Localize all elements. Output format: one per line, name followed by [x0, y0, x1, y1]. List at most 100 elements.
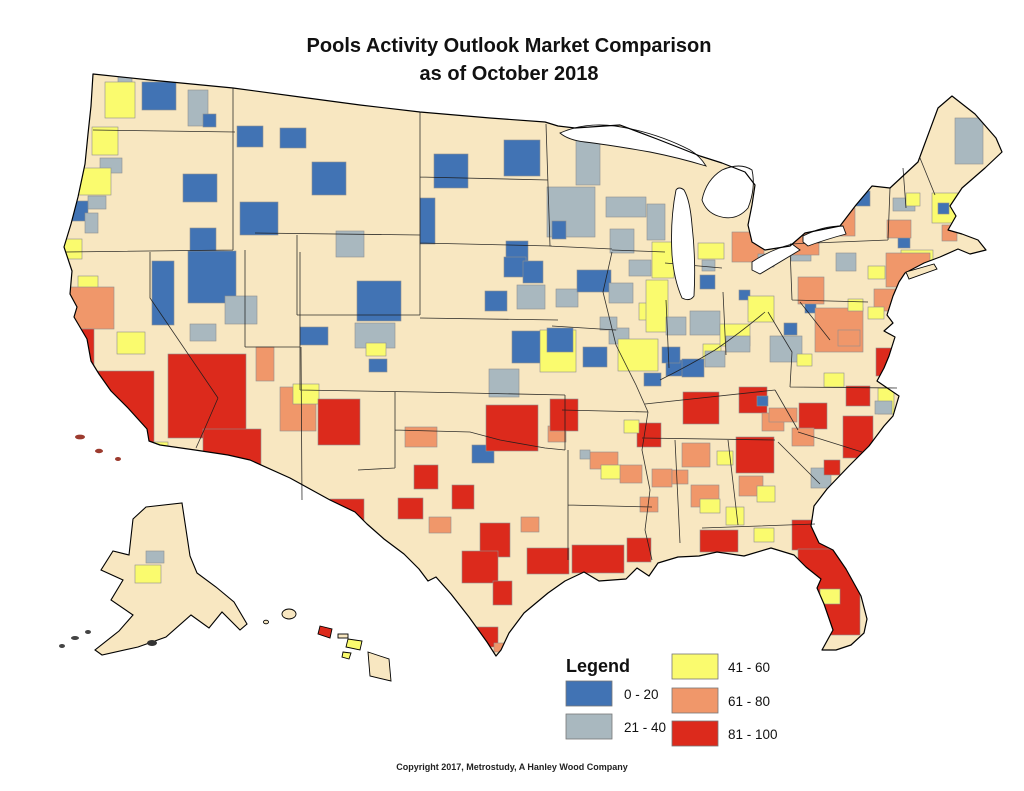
hawaii-island-niihau	[263, 619, 269, 625]
us-mainland-landmass	[64, 74, 1002, 656]
market-region	[768, 407, 798, 423]
market-region	[116, 331, 146, 355]
hawaii-island-molokai	[337, 633, 349, 639]
market-region	[681, 358, 705, 378]
market-region	[628, 259, 652, 277]
lake-superior	[559, 124, 707, 167]
market-region	[823, 372, 845, 388]
legend-label-41-60: 41 - 60	[728, 660, 770, 675]
market-region	[579, 449, 591, 460]
market-region	[354, 322, 396, 349]
aleutian-islands	[59, 630, 157, 648]
market-region	[356, 280, 402, 322]
market-region	[503, 139, 541, 177]
market-region	[516, 284, 546, 310]
us-outline	[63, 73, 1003, 657]
market-region	[608, 282, 634, 304]
market-region	[697, 242, 725, 260]
market-region	[202, 113, 217, 128]
legend-label-21-40: 21 - 40	[624, 720, 666, 735]
market-region	[582, 346, 608, 368]
market-region	[791, 427, 815, 447]
lake-michigan	[671, 187, 696, 301]
market-region	[299, 326, 329, 346]
market-region	[64, 286, 115, 330]
market-region	[699, 498, 721, 514]
market-region	[636, 422, 662, 448]
market-region	[182, 173, 218, 203]
market-region	[796, 353, 813, 367]
market-region	[797, 276, 825, 305]
market-region	[368, 358, 388, 373]
market-region	[64, 200, 89, 222]
market-region	[867, 265, 886, 280]
map-title-line1: Pools Activity Outlook Market Comparison	[307, 35, 712, 57]
market-region	[232, 466, 264, 502]
market-region	[599, 316, 618, 331]
market-region	[645, 279, 669, 333]
market-region	[626, 537, 652, 563]
legend-swatch-81-100	[671, 720, 719, 747]
legend-label-61-80: 61 - 80	[728, 694, 770, 709]
market-region	[665, 316, 687, 336]
market-region	[769, 335, 803, 363]
market-region	[874, 400, 893, 415]
hawaii-island-lanai	[341, 651, 352, 660]
hawaii-island-maui	[345, 638, 363, 651]
market-region	[847, 298, 864, 312]
market-region	[202, 428, 262, 470]
market-region	[167, 353, 247, 439]
state-borders-lines	[65, 88, 936, 561]
market-region	[576, 269, 612, 293]
market-region	[189, 323, 217, 342]
lake-erie	[751, 243, 801, 275]
market-region	[433, 153, 469, 189]
legend-swatch-21-40	[565, 713, 613, 740]
alaska-landmass	[94, 502, 248, 656]
market-region	[661, 346, 681, 364]
copyright-text: Copyright 2017, Metrostudy, A Hanley Woo…	[396, 762, 628, 772]
market-region	[224, 295, 258, 325]
market-region	[867, 306, 885, 320]
long-island	[905, 263, 938, 280]
lake-huron	[701, 165, 754, 219]
market-region	[837, 329, 861, 347]
market-region	[239, 201, 279, 236]
market-region	[875, 347, 901, 377]
legend-swatch-61-80	[671, 687, 719, 714]
market-region	[651, 241, 675, 279]
market-region	[134, 564, 162, 584]
market-region	[689, 310, 721, 336]
legend-label-81-100: 81 - 100	[728, 727, 778, 742]
market-region	[699, 274, 716, 290]
market-region	[329, 498, 365, 536]
map-title-line2: as of October 2018	[420, 63, 599, 85]
market-region	[651, 468, 673, 488]
market-region	[605, 196, 647, 218]
legend-swatch-0-20	[565, 680, 613, 707]
market-region	[546, 327, 574, 353]
market-region	[845, 385, 871, 407]
market-region	[104, 81, 136, 119]
market-region	[619, 464, 643, 484]
market-region	[699, 529, 739, 553]
market-region	[365, 342, 387, 357]
market-region	[549, 398, 579, 432]
market-region	[236, 125, 264, 148]
hawaii-island-kauai	[281, 608, 297, 620]
hawaii-island-oahu	[317, 625, 333, 639]
market-region	[600, 464, 622, 480]
great-lakes	[559, 124, 847, 301]
market-region	[428, 516, 452, 534]
market-region	[725, 335, 751, 353]
market-region	[738, 289, 751, 301]
market-region	[823, 459, 841, 476]
market-region	[526, 547, 570, 575]
market-region	[886, 219, 912, 239]
market-region	[484, 290, 508, 312]
market-region	[842, 415, 874, 459]
market-region	[292, 383, 320, 405]
market-region	[451, 484, 475, 510]
market-region	[492, 580, 513, 606]
market-region	[151, 260, 175, 326]
